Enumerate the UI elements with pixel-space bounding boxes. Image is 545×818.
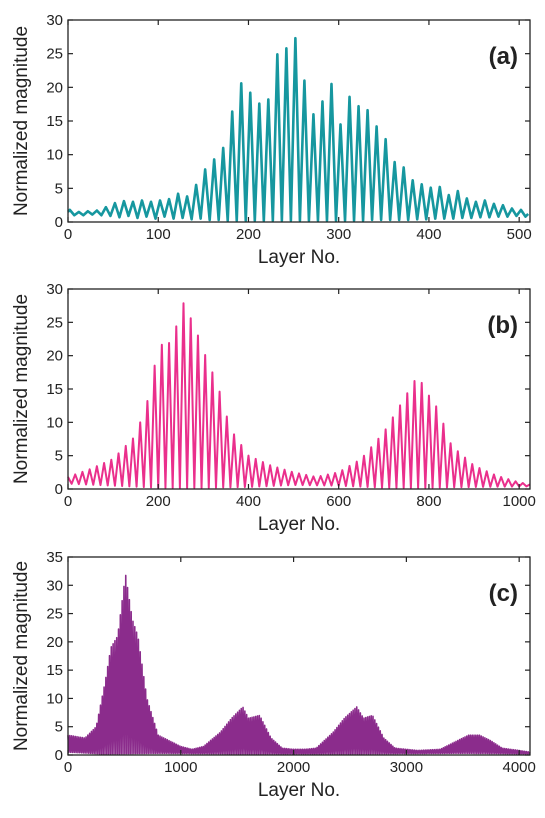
x-axis-title: Layer No. xyxy=(258,514,340,535)
y-tick-label: 20 xyxy=(46,634,63,651)
x-tick-label: 0 xyxy=(64,226,72,243)
x-tick-label: 0 xyxy=(64,493,72,510)
x-tick-label: 600 xyxy=(326,493,351,510)
y-tick-label: 5 xyxy=(55,448,63,465)
series-line xyxy=(67,36,530,222)
y-tick-label: 30 xyxy=(46,12,63,29)
y-tick-label: 5 xyxy=(55,180,63,197)
y-axis-title: Normalized magnitude xyxy=(11,561,32,751)
series-line xyxy=(67,302,531,489)
x-tick-label: 400 xyxy=(416,226,441,243)
x-tick-label: 200 xyxy=(146,493,171,510)
y-tick-label: 0 xyxy=(55,214,63,231)
x-tick-label: 200 xyxy=(236,226,261,243)
y-tick-label: 25 xyxy=(46,606,63,623)
panel-label: (b) xyxy=(487,312,518,339)
y-tick-label: 0 xyxy=(55,747,63,764)
y-axis-title: Normalized magnitude xyxy=(11,294,32,484)
y-tick-label: 10 xyxy=(46,414,63,431)
x-tick-label: 2000 xyxy=(277,759,310,776)
x-tick-label: 1000 xyxy=(164,759,197,776)
panel-label: (c) xyxy=(489,580,518,607)
y-tick-label: 0 xyxy=(55,481,63,498)
y-tick-label: 35 xyxy=(46,549,63,566)
x-tick-label: 1000 xyxy=(502,493,535,510)
x-axis-title: Layer No. xyxy=(258,247,340,268)
panel-label: (a) xyxy=(489,43,518,70)
x-tick-label: 100 xyxy=(146,226,171,243)
y-tick-label: 30 xyxy=(46,281,63,298)
y-tick-label: 10 xyxy=(46,147,63,164)
panel-b: 0 200 400 600 800 1000 0 5 10 15 20 25 30 Layer No. No… xyxy=(11,281,536,535)
plot-frame xyxy=(67,556,531,756)
series-line xyxy=(67,574,531,755)
y-tick-label: 15 xyxy=(46,381,63,398)
x-tick-label: 3000 xyxy=(390,759,423,776)
y-axis-title: Normalized magnitude xyxy=(11,26,32,216)
panel-c: 0 1000 2000 3000 4000 0 5 10 15 20 25 30 35 Layer No.… xyxy=(11,549,536,801)
x-tick-label: 800 xyxy=(416,493,441,510)
y-tick-label: 20 xyxy=(46,79,63,96)
y-tick-label: 25 xyxy=(46,46,63,63)
y-tick-label: 5 xyxy=(55,719,63,736)
y-tick-label: 30 xyxy=(46,577,63,594)
panel-a: 0 100 200 300 400 500 0 5 10 15 20 25 30 Layer No. Nor… xyxy=(11,12,532,268)
x-axis-title: Layer No. xyxy=(258,780,340,801)
x-tick-label: 500 xyxy=(507,226,532,243)
y-tick-label: 15 xyxy=(46,662,63,679)
x-tick-label: 4000 xyxy=(502,759,535,776)
x-tick-label: 0 xyxy=(64,759,72,776)
y-tick-label: 10 xyxy=(46,690,63,707)
y-tick-label: 20 xyxy=(46,348,63,365)
x-tick-label: 400 xyxy=(236,493,261,510)
y-tick-label: 25 xyxy=(46,314,63,331)
x-tick-label: 300 xyxy=(326,226,351,243)
y-tick-label: 15 xyxy=(46,113,63,130)
